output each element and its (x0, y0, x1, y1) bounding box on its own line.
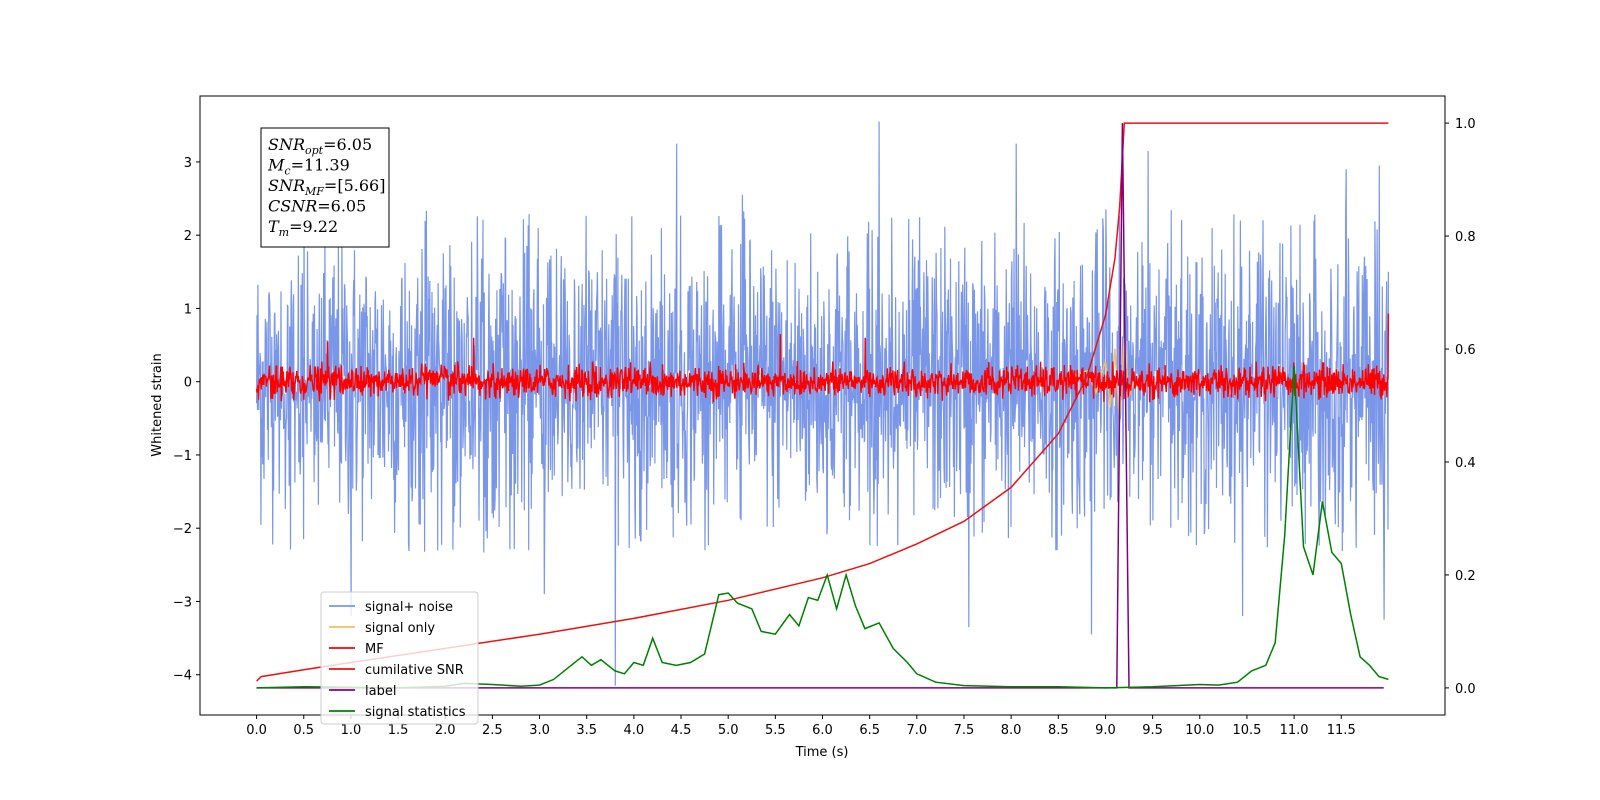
x-tick-label: 8.0 (1001, 723, 1022, 738)
x-tick-label: 3.5 (576, 723, 597, 738)
x-tick-label: 0.0 (246, 723, 267, 738)
legend-frame (320, 591, 479, 725)
x-tick-label: 7.0 (906, 723, 927, 738)
y-tick-label: −3 (173, 595, 192, 610)
annotation-line: CSNR=6.05 (268, 197, 366, 216)
x-tick-label: 8.5 (1048, 723, 1069, 738)
series-signal-noise-line (256, 121, 1389, 686)
series-mf-line (255, 313, 1390, 403)
series-label-line (256, 123, 1384, 689)
annotation-line: SNRopt=6.05 (268, 135, 372, 157)
x-tick-label: 0.5 (293, 723, 314, 738)
y2-tick-label: 0.6 (1455, 343, 1476, 358)
legend: signal+ noise signal only MF cumilative SNR… (320, 591, 479, 725)
y-tick-label: −4 (173, 669, 192, 684)
legend-item: label (365, 684, 396, 699)
x-tick-label: 4.5 (671, 723, 692, 738)
legend-item: signal+ noise (365, 600, 453, 615)
x-tick-label: 9.0 (1095, 723, 1116, 738)
x-tick-label: 10.0 (1185, 723, 1214, 738)
legend-item: signal statistics (365, 705, 466, 720)
y-axis-label: Whitened strain (150, 353, 165, 456)
x-tick-label: 3.0 (529, 723, 550, 738)
annotation-box: SNRopt=6.05Mc=11.39SNRMF=[5.66]CSNR=6.05… (260, 127, 390, 248)
x-tick-label: 6.5 (859, 723, 880, 738)
x-tick-label: 2.0 (435, 723, 456, 738)
x-tick-label: 2.5 (482, 723, 503, 738)
x-tick-label: 9.5 (1142, 723, 1163, 738)
y-tick-label: 0 (184, 376, 192, 391)
series-signal-statistics-line (256, 365, 1389, 689)
x-tick-label: 4.0 (624, 723, 645, 738)
x-axis: 0.0 0.5 1.0 1.5 2.0 2.5 3.0 3.5 4.0 4.5 5.0 5.5 6.0 6… (246, 715, 1356, 738)
x-tick-label: 10.5 (1232, 723, 1261, 738)
y-axis-left: 3 2 1 0 −1 −2 −3 −4 (173, 156, 200, 684)
y-tick-label: 1 (184, 302, 192, 317)
legend-item: signal only (365, 621, 435, 636)
x-tick-label: 7.5 (954, 723, 975, 738)
y2-tick-label: 0.4 (1455, 456, 1476, 471)
y-tick-label: −2 (173, 522, 192, 537)
legend-item: MF (365, 642, 384, 657)
y-axis-right: 1.0 0.8 0.6 0.4 0.2 0.0 (1445, 117, 1476, 697)
y-tick-label: 3 (184, 156, 192, 171)
x-axis-label: Time (s) (795, 745, 849, 760)
legend-item: cumilative SNR (365, 663, 464, 678)
x-tick-label: 5.5 (765, 723, 786, 738)
annotation-line: Mc=11.39 (267, 156, 350, 178)
y2-tick-label: 1.0 (1455, 117, 1476, 132)
y-tick-label: 2 (184, 229, 192, 244)
x-tick-label: 11.0 (1280, 723, 1309, 738)
y2-tick-label: 0.2 (1455, 569, 1476, 584)
y2-tick-label: 0.0 (1455, 682, 1476, 697)
x-tick-label: 1.0 (341, 723, 362, 738)
x-tick-label: 6.0 (812, 723, 833, 738)
annotation-frame (260, 127, 390, 248)
x-tick-label: 11.5 (1327, 723, 1356, 738)
x-tick-label: 1.5 (388, 723, 409, 738)
annotation-line: SNRMF=[5.66] (268, 176, 385, 198)
y-tick-label: −1 (173, 449, 192, 464)
annotation-line: Tm=9.22 (268, 217, 338, 239)
x-tick-label: 5.0 (718, 723, 739, 738)
y2-tick-label: 0.8 (1455, 230, 1476, 245)
